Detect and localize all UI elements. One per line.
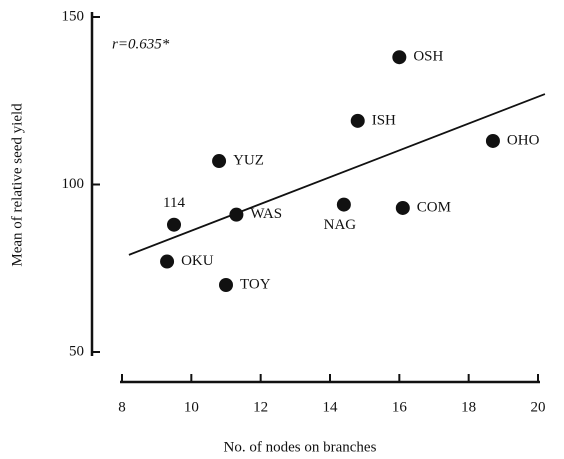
point (350, 113, 365, 128)
x-tick-label: 10 (184, 399, 199, 415)
x-axis-label: No. of nodes on branches (224, 439, 377, 455)
annotation: r=0.635* (112, 36, 170, 52)
point-label: OKU (181, 253, 214, 269)
point (395, 200, 410, 215)
point-label: OHO (507, 132, 540, 148)
point (485, 133, 500, 148)
x-tick-label: 14 (323, 399, 339, 415)
point-label: COM (417, 199, 451, 215)
point-label: ISH (372, 112, 396, 128)
x-tick-label: 16 (392, 399, 408, 415)
y-tick-label: 50 (69, 343, 84, 359)
point-label: NAG (324, 217, 357, 233)
x-tick-label: 8 (118, 399, 126, 415)
x-tick-label: 12 (253, 399, 268, 415)
y-tick-label: 100 (62, 176, 85, 192)
point-label: WAS (250, 206, 282, 222)
point (229, 207, 244, 222)
point (392, 50, 407, 65)
point (219, 278, 233, 292)
point-label: OSH (413, 49, 443, 65)
x-tick-label: 20 (531, 399, 546, 415)
point-label: 114 (163, 195, 185, 211)
point-label: TOY (240, 276, 271, 292)
point-label: YUZ (233, 152, 264, 168)
point (160, 254, 175, 269)
y-axis-label: Mean of relative seed yield (9, 103, 25, 267)
point (167, 217, 181, 232)
x-tick-label: 18 (461, 399, 476, 415)
point (212, 154, 227, 169)
point (336, 197, 351, 212)
y-tick-label: 150 (62, 8, 85, 24)
regression-line (128, 93, 546, 256)
